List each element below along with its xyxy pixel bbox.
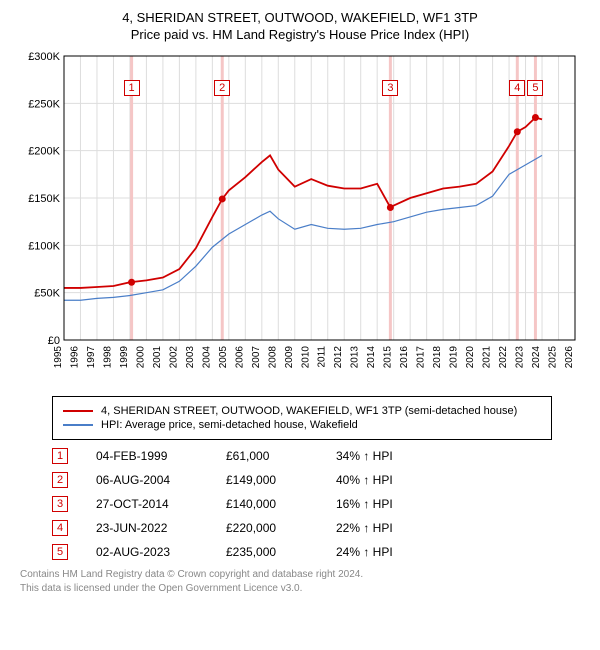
svg-text:2011: 2011 — [317, 346, 328, 368]
svg-text:2024: 2024 — [531, 346, 542, 369]
table-row: 2 06-AUG-2004 £149,000 40% ↑ HPI — [52, 472, 580, 488]
table-row: 4 23-JUN-2022 £220,000 22% ↑ HPI — [52, 520, 580, 536]
footer-line: Contains HM Land Registry data © Crown c… — [20, 568, 580, 582]
svg-text:1997: 1997 — [86, 346, 97, 369]
svg-text:1999: 1999 — [119, 346, 130, 369]
event-table: 1 04-FEB-1999 £61,000 34% ↑ HPI 2 06-AUG… — [52, 448, 580, 560]
svg-text:£100K: £100K — [28, 240, 60, 252]
event-delta: 40% ↑ HPI — [336, 473, 446, 487]
svg-text:2010: 2010 — [300, 346, 311, 369]
svg-text:£0: £0 — [48, 335, 60, 347]
svg-text:2003: 2003 — [185, 346, 196, 369]
event-price: £235,000 — [226, 545, 336, 559]
footer-line: This data is licensed under the Open Gov… — [20, 582, 580, 596]
chart-title: 4, SHERIDAN STREET, OUTWOOD, WAKEFIELD, … — [8, 10, 592, 25]
svg-text:2006: 2006 — [234, 346, 245, 369]
svg-text:2023: 2023 — [515, 346, 526, 369]
svg-text:£50K: £50K — [34, 288, 60, 300]
legend-label: HPI: Average price, semi-detached house,… — [101, 419, 358, 431]
svg-text:2002: 2002 — [168, 346, 179, 369]
event-date: 02-AUG-2023 — [96, 545, 226, 559]
svg-text:2004: 2004 — [201, 346, 212, 369]
svg-text:2005: 2005 — [218, 346, 229, 369]
svg-text:2019: 2019 — [449, 346, 460, 369]
svg-text:£200K: £200K — [28, 146, 60, 158]
table-row: 5 02-AUG-2023 £235,000 24% ↑ HPI — [52, 544, 580, 560]
svg-text:2001: 2001 — [152, 346, 163, 369]
event-date: 06-AUG-2004 — [96, 473, 226, 487]
event-delta: 34% ↑ HPI — [336, 449, 446, 463]
legend-swatch — [63, 424, 93, 426]
footer: Contains HM Land Registry data © Crown c… — [20, 568, 580, 596]
event-delta: 22% ↑ HPI — [336, 521, 446, 535]
chart-event-marker: 3 — [382, 80, 398, 96]
chart-event-marker: 5 — [527, 80, 543, 96]
legend-item: 4, SHERIDAN STREET, OUTWOOD, WAKEFIELD, … — [63, 405, 541, 417]
svg-text:2014: 2014 — [366, 346, 377, 369]
svg-text:2021: 2021 — [482, 346, 493, 369]
svg-text:2018: 2018 — [432, 346, 443, 369]
svg-text:1995: 1995 — [53, 346, 64, 369]
event-marker-icon: 5 — [52, 544, 68, 560]
chart-subtitle: Price paid vs. HM Land Registry's House … — [8, 27, 592, 42]
event-marker-icon: 2 — [52, 472, 68, 488]
event-date: 23-JUN-2022 — [96, 521, 226, 535]
legend-swatch — [63, 410, 93, 412]
svg-text:2015: 2015 — [383, 346, 394, 369]
svg-text:2026: 2026 — [564, 346, 575, 369]
svg-text:2009: 2009 — [284, 346, 295, 369]
legend-item: HPI: Average price, semi-detached house,… — [63, 419, 541, 431]
svg-text:2000: 2000 — [135, 346, 146, 369]
table-row: 1 04-FEB-1999 £61,000 34% ↑ HPI — [52, 448, 580, 464]
legend-label: 4, SHERIDAN STREET, OUTWOOD, WAKEFIELD, … — [101, 405, 517, 417]
svg-text:1996: 1996 — [69, 346, 80, 369]
chart-event-marker: 2 — [214, 80, 230, 96]
chart-event-marker: 4 — [509, 80, 525, 96]
svg-text:2020: 2020 — [465, 346, 476, 369]
event-price: £220,000 — [226, 521, 336, 535]
svg-text:2025: 2025 — [548, 346, 559, 369]
event-price: £61,000 — [226, 449, 336, 463]
event-delta: 24% ↑ HPI — [336, 545, 446, 559]
event-marker-icon: 3 — [52, 496, 68, 512]
svg-text:£250K: £250K — [28, 98, 60, 110]
svg-text:2022: 2022 — [498, 346, 509, 369]
chart-event-marker: 1 — [124, 80, 140, 96]
event-marker-icon: 4 — [52, 520, 68, 536]
svg-text:2017: 2017 — [416, 346, 427, 369]
svg-text:2008: 2008 — [267, 346, 278, 369]
event-delta: 16% ↑ HPI — [336, 497, 446, 511]
svg-text:£300K: £300K — [28, 51, 60, 63]
event-marker-icon: 1 — [52, 448, 68, 464]
svg-text:2012: 2012 — [333, 346, 344, 369]
legend: 4, SHERIDAN STREET, OUTWOOD, WAKEFIELD, … — [52, 396, 552, 440]
chart-container: 4, SHERIDAN STREET, OUTWOOD, WAKEFIELD, … — [8, 10, 592, 596]
event-price: £149,000 — [226, 473, 336, 487]
table-row: 3 27-OCT-2014 £140,000 16% ↑ HPI — [52, 496, 580, 512]
svg-text:2013: 2013 — [350, 346, 361, 369]
svg-text:£150K: £150K — [28, 193, 60, 205]
svg-text:1998: 1998 — [102, 346, 113, 369]
chart-area: £0 £50K £100K £150K £200K £250K £300K 1995 1996 1… — [20, 50, 580, 390]
svg-text:2007: 2007 — [251, 346, 262, 369]
svg-text:2016: 2016 — [399, 346, 410, 369]
event-date: 27-OCT-2014 — [96, 497, 226, 511]
event-price: £140,000 — [226, 497, 336, 511]
line-chart: £0 £50K £100K £150K £200K £250K £300K 1995 1996 1… — [20, 50, 580, 390]
event-date: 04-FEB-1999 — [96, 449, 226, 463]
